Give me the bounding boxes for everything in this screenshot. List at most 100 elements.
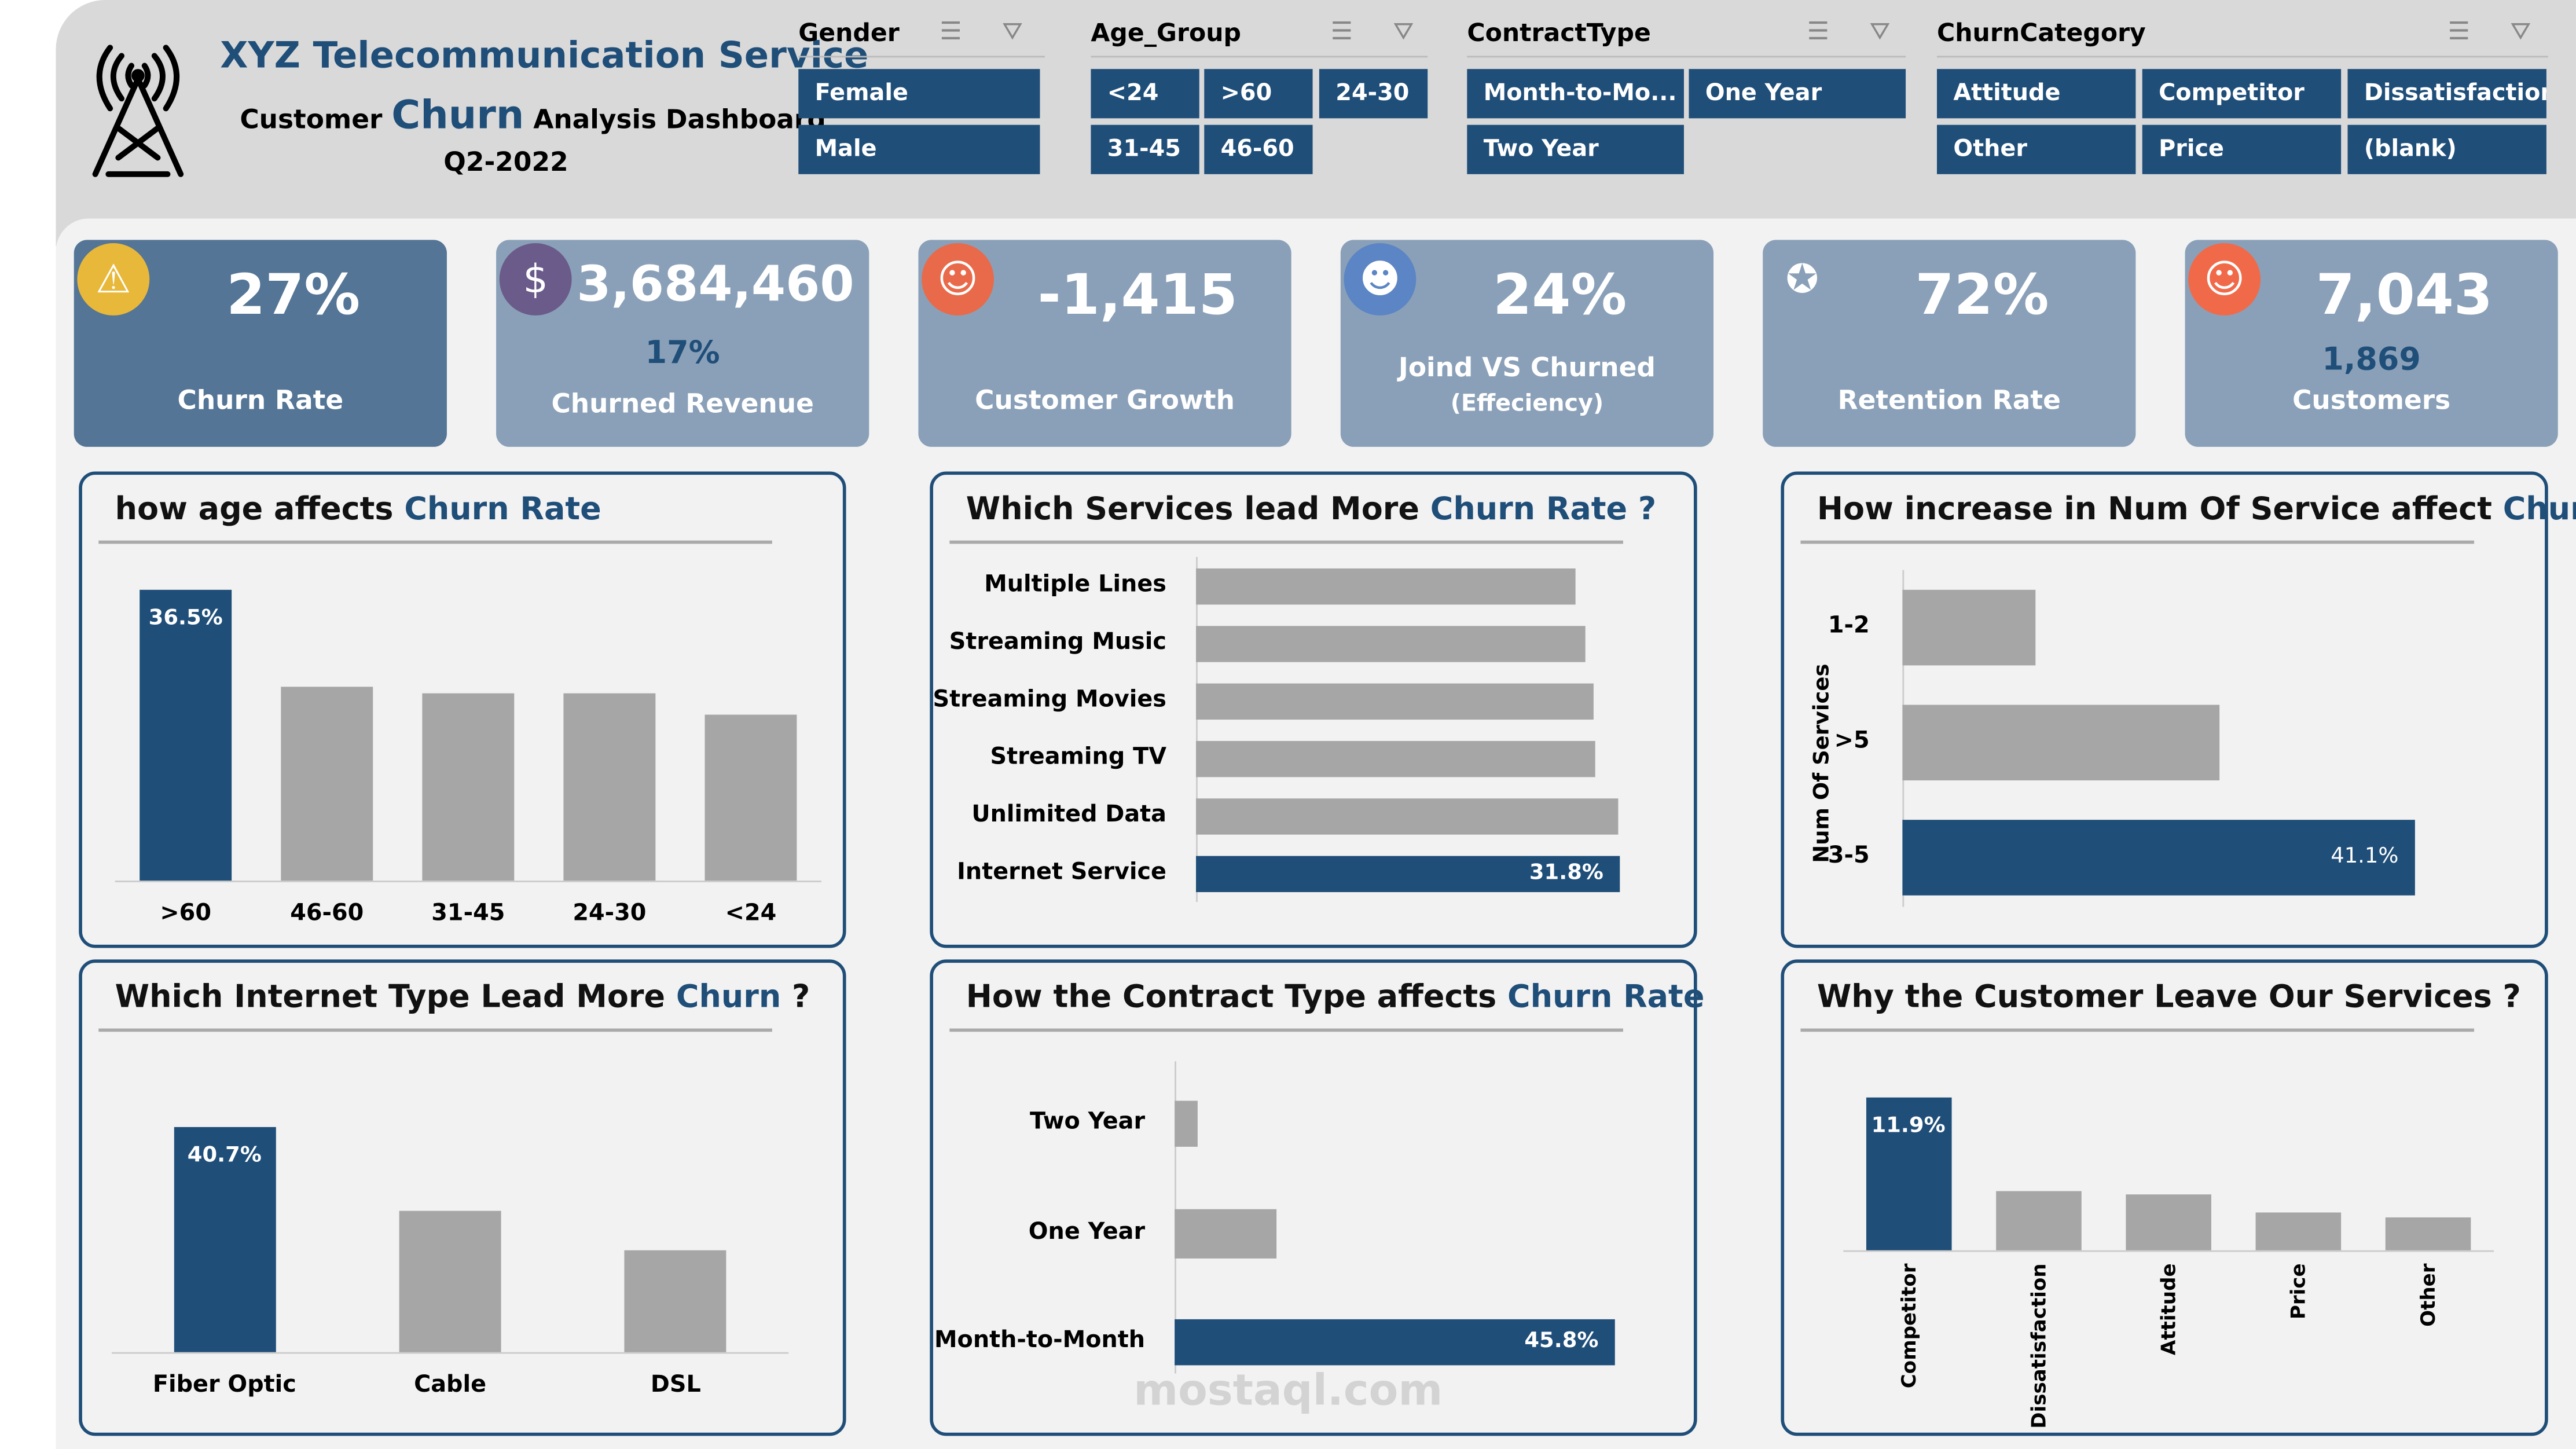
bar-monthtomonth[interactable] xyxy=(1175,1319,1615,1366)
multi-select-icon[interactable]: ☰ xyxy=(1807,16,1829,46)
chart-title-highlight: Churn xyxy=(2502,491,2576,527)
bar-35[interactable] xyxy=(1902,820,2415,896)
kpi-card-customer-growth[interactable]: ☺ -1,415 Customer Growth xyxy=(918,240,1291,447)
slicer-item[interactable]: Competitor xyxy=(2142,69,2342,119)
y-tick-label: Streaming TV xyxy=(990,744,1166,771)
kpi-card-churned-revenue[interactable]: $3,684,460 17% Churned Revenue xyxy=(496,240,869,447)
bar-streamingmovies[interactable] xyxy=(1196,683,1594,720)
chart-title-highlight: Churn Rate ? xyxy=(1430,491,1657,527)
bar-competitor[interactable] xyxy=(1865,1097,1951,1250)
data-label: 31.8% xyxy=(1529,861,1603,886)
kpi-value: -1,415 xyxy=(1037,263,1238,329)
slicer-item[interactable]: Dissatisfaction xyxy=(2347,69,2546,119)
slicer-item[interactable]: Price xyxy=(2142,124,2342,174)
chart-panel: How the Contract Type affects Churn Rate… xyxy=(930,959,1704,1436)
chart-title-highlight: Churn Rate xyxy=(1507,979,1705,1015)
y-tick-label: Month-to-Month xyxy=(934,1327,1146,1354)
x-tick-label: Cable xyxy=(414,1371,487,1399)
bar-12[interactable] xyxy=(1902,589,2036,666)
clear-filter-icon[interactable]: ⛛ xyxy=(1869,16,1891,46)
chart-title-highlight: Churn Rate xyxy=(404,491,601,527)
clear-filter-icon[interactable]: ⛛ xyxy=(1393,16,1414,46)
slicer-item[interactable]: >60 xyxy=(1204,69,1313,119)
x-axis-line xyxy=(1843,1250,2494,1252)
y-tick-label: Multiple Lines xyxy=(984,571,1166,599)
bar-dissatisfaction[interactable] xyxy=(1995,1191,2082,1250)
title-underline xyxy=(1800,540,2475,544)
kpi-value: 72% xyxy=(1915,263,2049,329)
kpi-label: Churn Rate xyxy=(177,384,344,416)
bar-streamingtv[interactable] xyxy=(1196,740,1596,777)
x-tick-label: Dissatisfaction xyxy=(2027,1263,2050,1429)
slicer-item[interactable]: 46-60 xyxy=(1204,124,1313,174)
multi-select-icon[interactable]: ☰ xyxy=(2447,16,2470,46)
slicer-item[interactable]: 31-45 xyxy=(1091,124,1199,174)
kpi-card-joind-vs-churned[interactable]: ☻ 24% Joind VS Churned (Effeciency) xyxy=(1340,240,1714,447)
chart-title-text: How the Contract Type affects xyxy=(966,979,1497,1015)
bar-3145[interactable] xyxy=(422,693,515,881)
slicer-title: Gender xyxy=(798,18,900,48)
bar-attitude[interactable] xyxy=(2126,1195,2211,1250)
dashboard-subtitle: Customer Churn Analysis Dashboard xyxy=(240,92,826,138)
slicer-item[interactable]: Female xyxy=(798,69,1040,119)
slicer-item[interactable]: Other xyxy=(1937,124,2136,174)
subtitle-emphasis: Churn xyxy=(391,91,524,138)
y-tick-label: 3-5 xyxy=(1828,842,1870,870)
slicer-item[interactable]: Month-to-Mo... xyxy=(1467,69,1684,119)
bar-unlimiteddata[interactable] xyxy=(1196,798,1619,835)
title-underline xyxy=(949,1028,1623,1032)
bar-twoyear[interactable] xyxy=(1175,1100,1198,1147)
slicer-title: ChurnCategory xyxy=(1937,18,2146,48)
slicer-item[interactable]: Two Year xyxy=(1467,124,1684,174)
kpi-label: Retention Rate xyxy=(1837,384,2061,416)
slicer-item[interactable]: (blank) xyxy=(2347,124,2546,174)
bar-2430[interactable] xyxy=(563,693,656,881)
clear-filter-icon[interactable]: ⛛ xyxy=(2510,16,2531,46)
y-axis-title: Num Of Services xyxy=(1810,663,1836,863)
slicer-title: ContractType xyxy=(1467,18,1651,48)
bar-5[interactable] xyxy=(1902,705,2219,781)
slicer-title: Age_Group xyxy=(1091,18,1241,48)
slicer-item[interactable]: <24 xyxy=(1091,69,1199,119)
chart-panel: how age affects Churn Rate 36.5% >60 46-60 3… xyxy=(79,471,846,948)
customers-icon: ☺ xyxy=(2188,243,2261,316)
data-label: 41.1% xyxy=(2331,844,2399,870)
bar-other[interactable] xyxy=(2386,1218,2472,1250)
bar-24[interactable] xyxy=(704,714,797,881)
bar-dsl[interactable] xyxy=(625,1249,727,1352)
slicer-item[interactable]: Attitude xyxy=(1937,69,2136,119)
subtitle-post: Analysis Dashboard xyxy=(533,103,826,135)
bar-multiplelines[interactable] xyxy=(1196,568,1576,605)
chart-title: how age affects Churn Rate xyxy=(115,491,601,527)
kpi-card-customers[interactable]: ☺ 7,043 1,869 Customers xyxy=(2185,240,2558,447)
title-underline xyxy=(949,540,1623,544)
bar-cable[interactable] xyxy=(399,1211,501,1352)
kpi-card-churn-rate[interactable]: ⚠ 27% Churn Rate xyxy=(74,240,447,447)
y-tick-label: Two Year xyxy=(1030,1109,1146,1136)
bar-60[interactable] xyxy=(140,589,232,881)
x-tick-label: 24-30 xyxy=(573,900,647,927)
bar-oneyear[interactable] xyxy=(1175,1209,1277,1259)
clear-filter-icon[interactable]: ⛛ xyxy=(1002,16,1023,46)
bar-price[interactable] xyxy=(2256,1212,2342,1250)
slicer-divider xyxy=(1937,56,2548,58)
bar-fiberoptic[interactable] xyxy=(173,1127,276,1352)
slicer-item[interactable]: One Year xyxy=(1689,69,1906,119)
bar-internetservice[interactable] xyxy=(1196,856,1620,893)
bar-streamingmusic[interactable] xyxy=(1196,626,1586,662)
kpi-card-retention-rate[interactable]: ✪ 72% Retention Rate xyxy=(1763,240,2136,447)
kpi-subvalue: 17% xyxy=(645,335,720,372)
x-tick-label: >60 xyxy=(160,900,211,927)
client-icon: ☺ xyxy=(922,243,994,316)
slicer-item[interactable]: Male xyxy=(798,124,1040,174)
chart-title-text: how age affects xyxy=(115,491,394,527)
chart-title: Why the Customer Leave Our Services ? xyxy=(1817,979,2521,1015)
kpi-label: Joind VS Churned xyxy=(1398,351,1656,383)
title-underline xyxy=(98,540,772,544)
bar-4660[interactable] xyxy=(281,687,373,881)
multi-select-icon[interactable]: ☰ xyxy=(1330,16,1353,46)
slicer-item[interactable]: 24-30 xyxy=(1319,69,1428,119)
x-tick-label: Fiber Optic xyxy=(152,1371,296,1399)
multi-select-icon[interactable]: ☰ xyxy=(940,16,962,46)
